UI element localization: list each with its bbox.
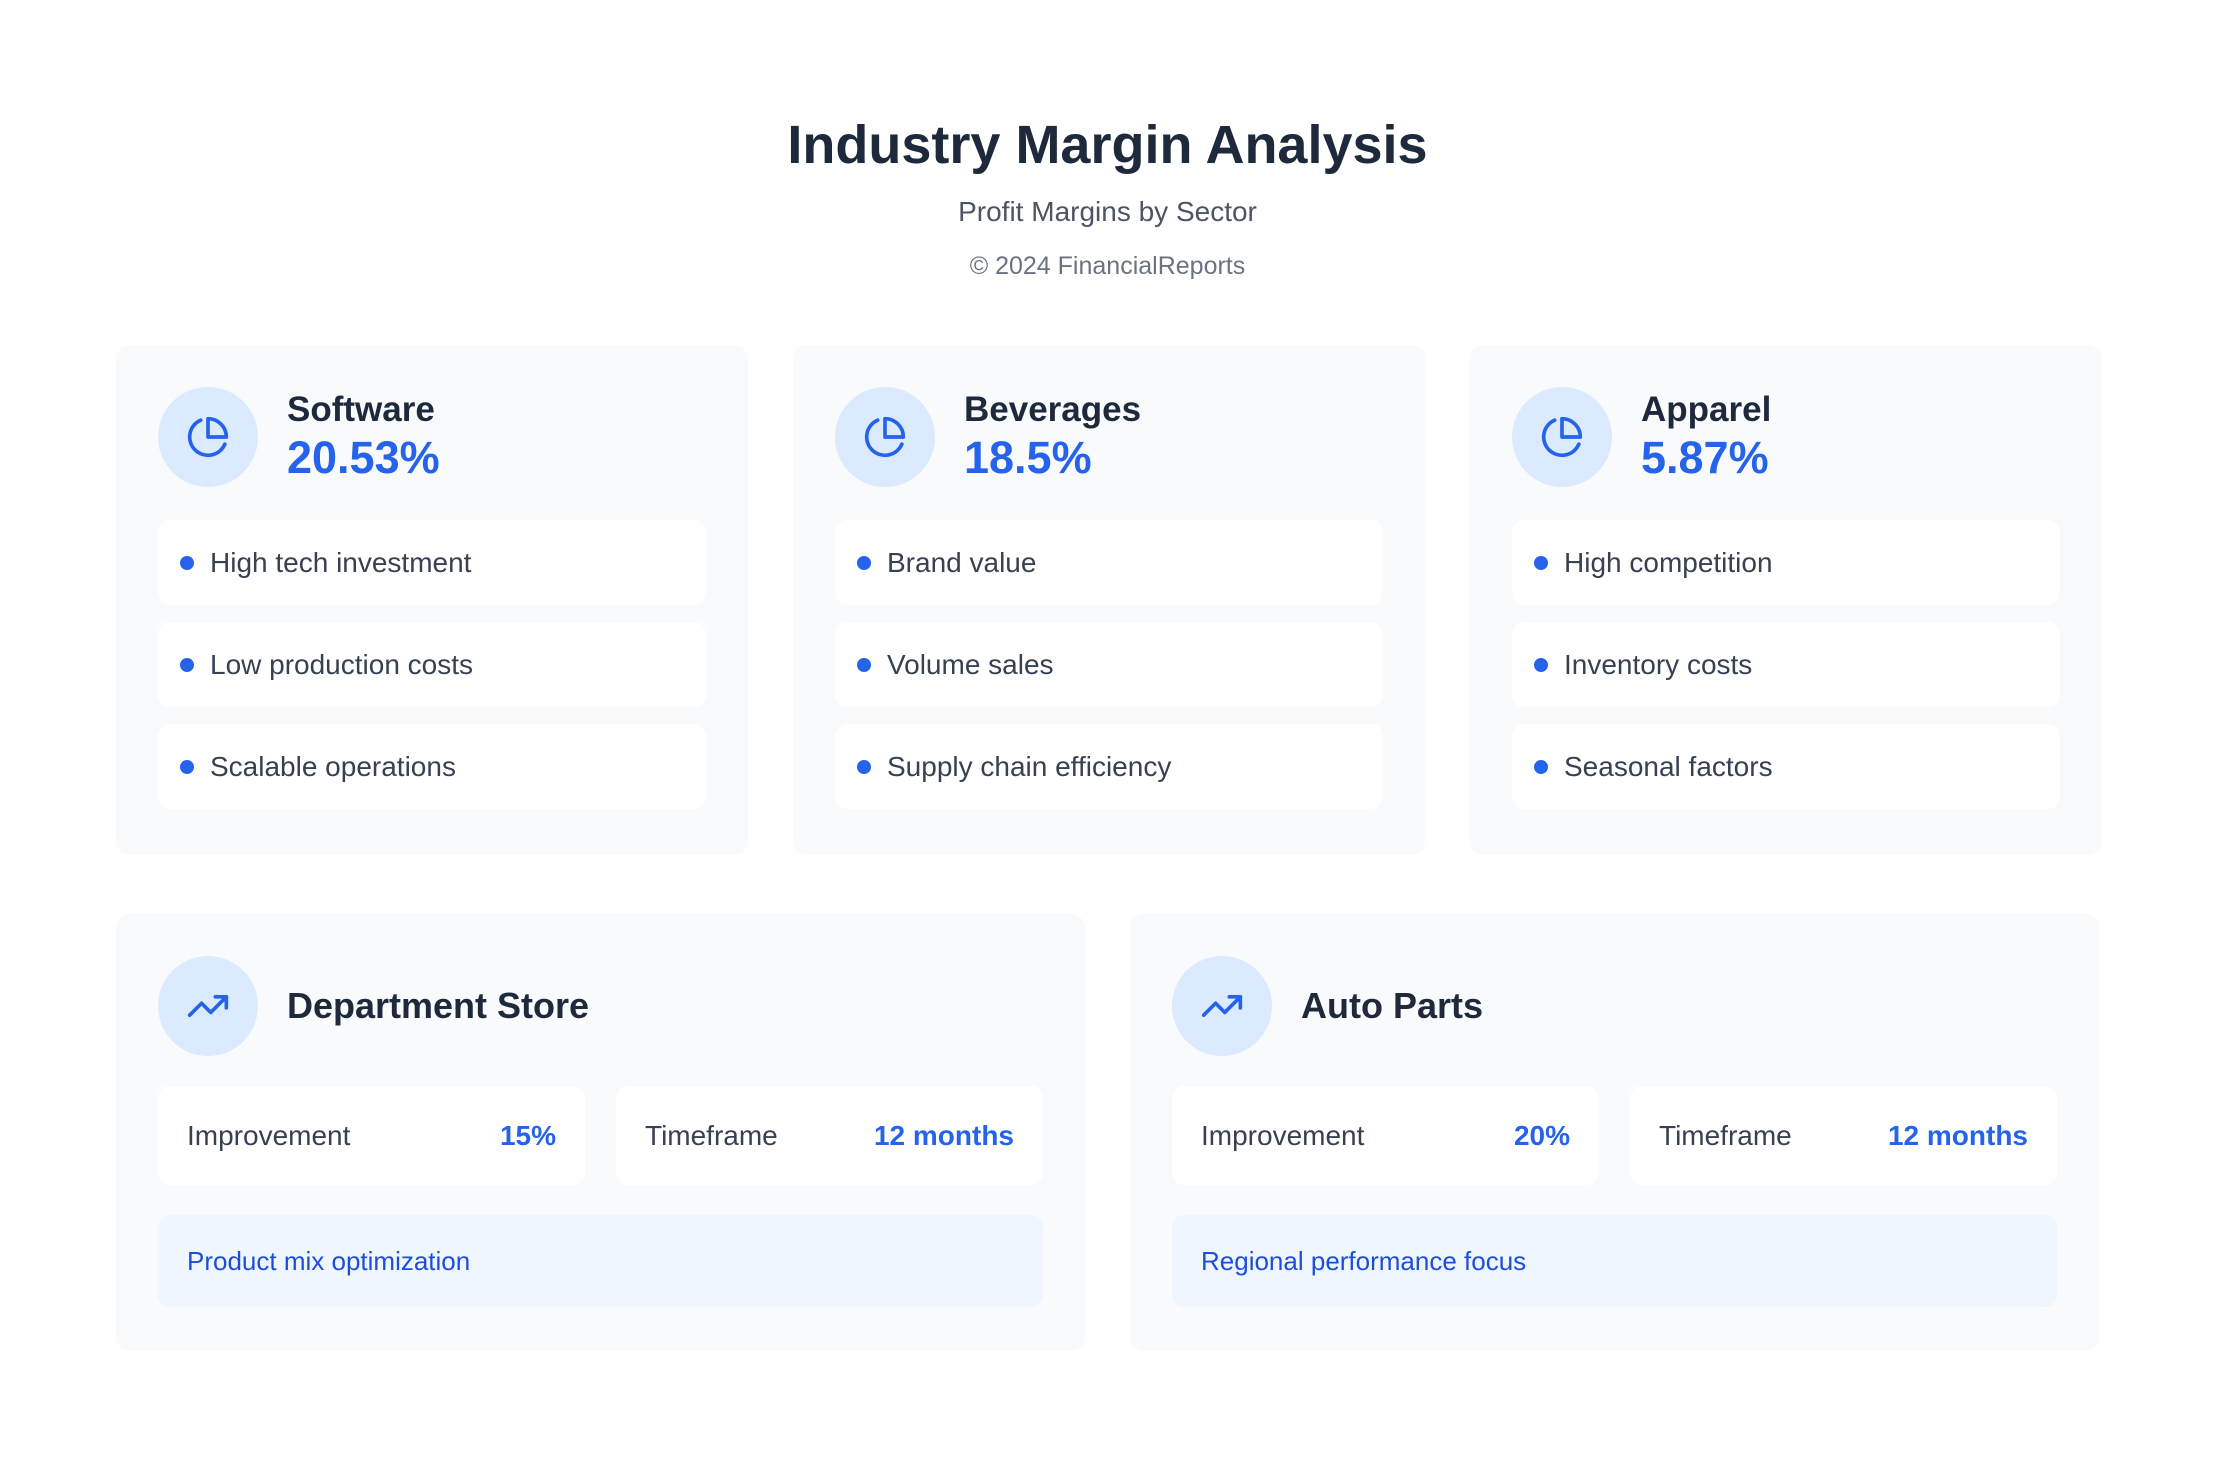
copyright: © 2024 FinancialReports xyxy=(969,252,1246,280)
bullet xyxy=(857,759,871,774)
metrics: Improvement 20% Timeframe 12 months xyxy=(1172,1086,2057,1185)
strategy-note: Product mix optimization xyxy=(158,1215,1043,1307)
metric-box: Timeframe 12 months xyxy=(616,1086,1043,1185)
icon-circle xyxy=(835,387,935,487)
bullet xyxy=(1534,555,1548,570)
metric-box: Improvement 15% xyxy=(158,1086,585,1185)
metric-value: 12 months xyxy=(1887,1119,2028,1151)
bullet xyxy=(857,555,871,570)
bullet xyxy=(1534,759,1548,774)
improvement-card: Auto Parts Improvement 20% Timeframe 12 mont… xyxy=(1130,914,2099,1351)
icon-circle xyxy=(158,956,258,1056)
factor-item: Inventory costs xyxy=(1512,622,2060,707)
factor-item: High competition xyxy=(1512,520,2060,605)
factor-text: Brand value xyxy=(887,546,1037,578)
bullet xyxy=(180,555,194,570)
improvement-name: Auto Parts xyxy=(1301,985,1484,1026)
card-header: Software 20.53% xyxy=(158,387,706,487)
improvement-name: Department Store xyxy=(287,985,590,1026)
factor-text: Volume sales xyxy=(887,648,1054,680)
metric-box: Timeframe 12 months xyxy=(1630,1086,2057,1185)
sector-row: Software 20.53% High tech investment Low pr… xyxy=(116,345,2102,855)
sector-name: Apparel xyxy=(1641,390,1772,429)
card-header: Apparel 5.87% xyxy=(1512,387,2060,487)
factor-text: Seasonal factors xyxy=(1564,750,1773,782)
pie-icon xyxy=(864,416,906,458)
factor-item: Seasonal factors xyxy=(1512,724,2060,809)
metric-label: Improvement xyxy=(187,1119,351,1151)
factor-text: Scalable operations xyxy=(210,750,456,782)
sector-name: Software xyxy=(287,390,435,429)
sector-card: Apparel 5.87% High competition Inventory co… xyxy=(1470,345,2102,855)
pie-icon xyxy=(1541,416,1583,458)
icon-circle xyxy=(158,387,258,487)
card-header: Auto Parts xyxy=(1172,956,2057,1056)
heading: Apparel 5.87% xyxy=(1641,389,1771,485)
pie-icon xyxy=(187,416,229,458)
factor-text: High tech investment xyxy=(210,546,472,578)
improvement-row: Department Store Improvement 15% Timeframe 1… xyxy=(116,914,2099,1351)
bullet xyxy=(180,759,194,774)
card-header: Department Store xyxy=(158,956,1043,1056)
factor-list: High competition Inventory costs Seasonal … xyxy=(1512,520,2060,809)
sector-name: Beverages xyxy=(964,390,1142,429)
sector-card: Beverages 18.5% Brand value Volume sales Sup… xyxy=(793,345,1425,855)
title: Industry Margin Analysis xyxy=(787,115,1428,175)
trend-icon xyxy=(1201,995,1243,1017)
bullet xyxy=(1534,657,1548,672)
factor-item: Low production costs xyxy=(158,622,706,707)
sector-card: Software 20.53% High tech investment Low pr… xyxy=(116,345,748,855)
subtitle: Profit Margins by Sector xyxy=(958,196,1257,227)
metric-value: 15% xyxy=(499,1119,556,1151)
factor-list: Brand value Volume sales Supply chain effi… xyxy=(835,520,1383,809)
metric-value: 20% xyxy=(1513,1119,1570,1151)
sector-margin: 18.5% xyxy=(964,432,1092,483)
improvement-card: Department Store Improvement 15% Timeframe 1… xyxy=(116,914,1085,1351)
trend-icon xyxy=(187,995,229,1017)
header: Industry Margin Analysis Profit Margins … xyxy=(0,110,2215,284)
bullet xyxy=(180,657,194,672)
sector-margin: 20.53% xyxy=(287,432,440,483)
bullet xyxy=(857,657,871,672)
metrics: Improvement 15% Timeframe 12 months xyxy=(158,1086,1043,1185)
factor-item: Supply chain efficiency xyxy=(835,724,1383,809)
factor-text: Inventory costs xyxy=(1564,648,1753,680)
metric-label: Timeframe xyxy=(1659,1119,1792,1151)
card-header: Beverages 18.5% xyxy=(835,387,1383,487)
factor-item: Volume sales xyxy=(835,622,1383,707)
strategy-note: Regional performance focus xyxy=(1172,1215,2057,1307)
factor-text: Supply chain efficiency xyxy=(887,750,1172,782)
metric-label: Timeframe xyxy=(645,1119,778,1151)
sector-margin: 5.87% xyxy=(1641,432,1769,483)
heading: Beverages 18.5% xyxy=(964,389,1141,485)
factor-item: Scalable operations xyxy=(158,724,706,809)
heading: Software 20.53% xyxy=(287,389,440,485)
icon-circle xyxy=(1512,387,1612,487)
metric-box: Improvement 20% xyxy=(1172,1086,1599,1185)
icon-circle xyxy=(1172,956,1272,1056)
factor-list: High tech investment Low production costs… xyxy=(158,520,706,809)
factor-text: Low production costs xyxy=(210,648,474,680)
factor-text: High competition xyxy=(1564,546,1773,578)
metric-label: Improvement xyxy=(1201,1119,1365,1151)
metric-value: 12 months xyxy=(873,1119,1014,1151)
factor-item: High tech investment xyxy=(158,520,706,605)
factor-item: Brand value xyxy=(835,520,1383,605)
